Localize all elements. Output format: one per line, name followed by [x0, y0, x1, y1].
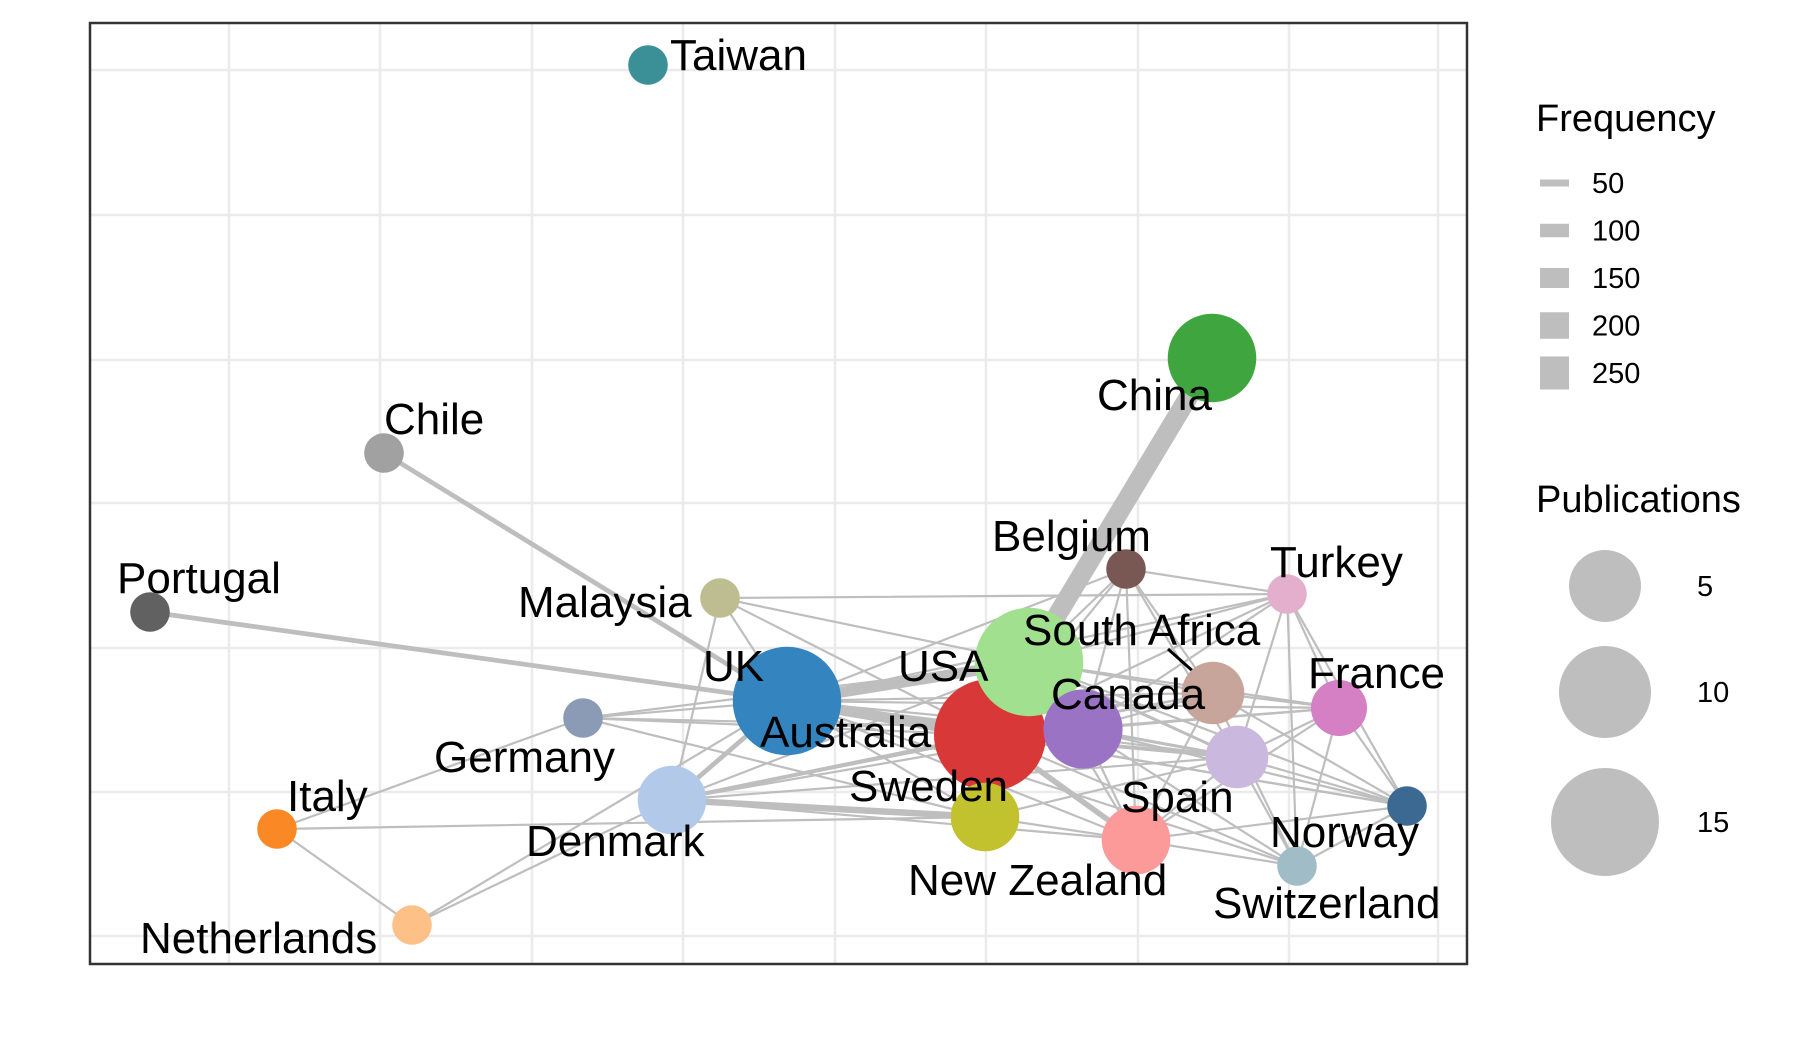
edge-portugal-uk [147, 609, 790, 704]
legend-publications-title: Publications [1536, 479, 1741, 521]
edge-spain-denmark [670, 755, 1239, 802]
legend-frequency-label-200: 200 [1592, 311, 1640, 343]
node-france[interactable] [1311, 680, 1367, 736]
edge-denmark-sweden [668, 796, 989, 821]
edge-switzerland-canada [1081, 727, 1299, 868]
label-portugal: Portugal [117, 554, 281, 603]
edge-malaysia-turkey [718, 592, 1289, 600]
edge-germany-sweden [581, 716, 987, 819]
label-france: France [1308, 649, 1445, 698]
label-usa: USA [898, 642, 989, 691]
node-denmark[interactable] [637, 765, 707, 835]
node-germany[interactable] [563, 698, 603, 738]
edge-italy-sweden [275, 815, 987, 831]
node-sweden[interactable] [950, 782, 1020, 852]
panel-border [88, 21, 1469, 966]
legend-frequency-key-150 [1540, 268, 1569, 288]
legend-publications: Publications 5 10 15 [1536, 479, 1741, 876]
node-italy[interactable] [257, 809, 297, 849]
node-spain[interactable] [1205, 725, 1269, 789]
label-italy: Italy [287, 772, 368, 821]
label-spain: Spain [1121, 773, 1234, 822]
label-switzerland: Switzerland [1213, 879, 1440, 928]
node-turkey[interactable] [1267, 574, 1307, 614]
labels-layer: Taiwan China Chile Portugal Belgium Turkey Mal… [117, 31, 1445, 963]
legend-frequency-title: Frequency [1536, 98, 1716, 140]
nodes-layer [130, 45, 1427, 945]
edge-southafrica-norway [1211, 691, 1409, 808]
node-malaysia[interactable] [700, 578, 740, 618]
node-new-zealand[interactable] [1101, 805, 1171, 875]
edge-netherlands-denmark [410, 798, 674, 927]
legend-frequency-key-250 [1540, 356, 1569, 390]
edge-china-usa [1019, 348, 1222, 672]
node-netherlands[interactable] [392, 905, 432, 945]
node-taiwan[interactable] [628, 45, 668, 85]
legend-frequency-key-50 [1540, 179, 1569, 187]
node-belgium[interactable] [1106, 549, 1146, 589]
legend-publications-key-15 [1551, 768, 1659, 876]
node-portugal[interactable] [130, 592, 170, 632]
edge-netherlands-uk [410, 699, 789, 927]
legend-frequency: Frequency 50 100 150 200 250 [1536, 98, 1716, 390]
edge-belgium-turkey [1124, 567, 1289, 596]
legend-frequency-label-150: 150 [1592, 263, 1640, 295]
label-taiwan: Taiwan [670, 31, 807, 80]
legend-publications-label-10: 10 [1697, 677, 1729, 709]
label-sweden: Sweden [849, 762, 1008, 811]
legend-frequency-label-100: 100 [1592, 216, 1640, 248]
label-denmark: Denmark [526, 817, 705, 866]
legend-publications-label-15: 15 [1697, 807, 1729, 839]
legend-publications-key-10 [1559, 646, 1651, 738]
edge-switzerland-uk [785, 699, 1299, 868]
legend-publications-key-5 [1569, 550, 1641, 622]
label-chile: Chile [384, 395, 484, 444]
label-china: China [1097, 371, 1212, 420]
node-uk[interactable] [732, 646, 842, 756]
label-south-africa: South Africa [1023, 606, 1261, 655]
label-new-zealand: New Zealand [908, 856, 1167, 905]
label-norway: Norway [1270, 808, 1419, 857]
edge-chile-uk [381, 450, 790, 704]
edge-turkey-canada [1081, 592, 1289, 731]
label-canada: Canada [1051, 670, 1206, 719]
legend-frequency-label-50: 50 [1592, 168, 1624, 200]
legend-publications-items: 5 10 15 [1551, 550, 1729, 876]
node-south-africa[interactable] [1181, 661, 1245, 725]
label-belgium: Belgium [992, 512, 1151, 561]
label-netherlands: Netherlands [140, 914, 377, 963]
plot-panel: Taiwan China Chile Portugal Belgium Turkey Mal… [88, 21, 1469, 966]
label-turkey: Turkey [1270, 538, 1403, 587]
edge-italy-netherlands [275, 827, 414, 927]
node-canada[interactable] [1043, 689, 1123, 769]
label-malaysia: Malaysia [518, 578, 692, 627]
node-chile[interactable] [364, 433, 404, 473]
label-australia: Australia [760, 708, 932, 757]
label-uk: UK [703, 642, 764, 691]
node-usa[interactable] [974, 607, 1084, 717]
legend-publications-label-5: 5 [1697, 571, 1713, 603]
node-switzerland[interactable] [1277, 846, 1317, 886]
edge-italy-germany [275, 716, 585, 831]
edge-norway-newzealand [1134, 804, 1409, 842]
legend-frequency-key-200 [1540, 312, 1569, 339]
legend-frequency-key-100 [1540, 223, 1569, 238]
node-china[interactable] [1167, 313, 1257, 403]
legend-frequency-label-250: 250 [1592, 358, 1640, 390]
legend-frequency-items: 50 100 150 200 250 [1540, 168, 1640, 390]
node-norway[interactable] [1387, 786, 1427, 826]
label-germany: Germany [434, 733, 615, 782]
edge-malaysia-denmark [670, 596, 722, 802]
edge-norway-switzerland [1295, 804, 1409, 868]
